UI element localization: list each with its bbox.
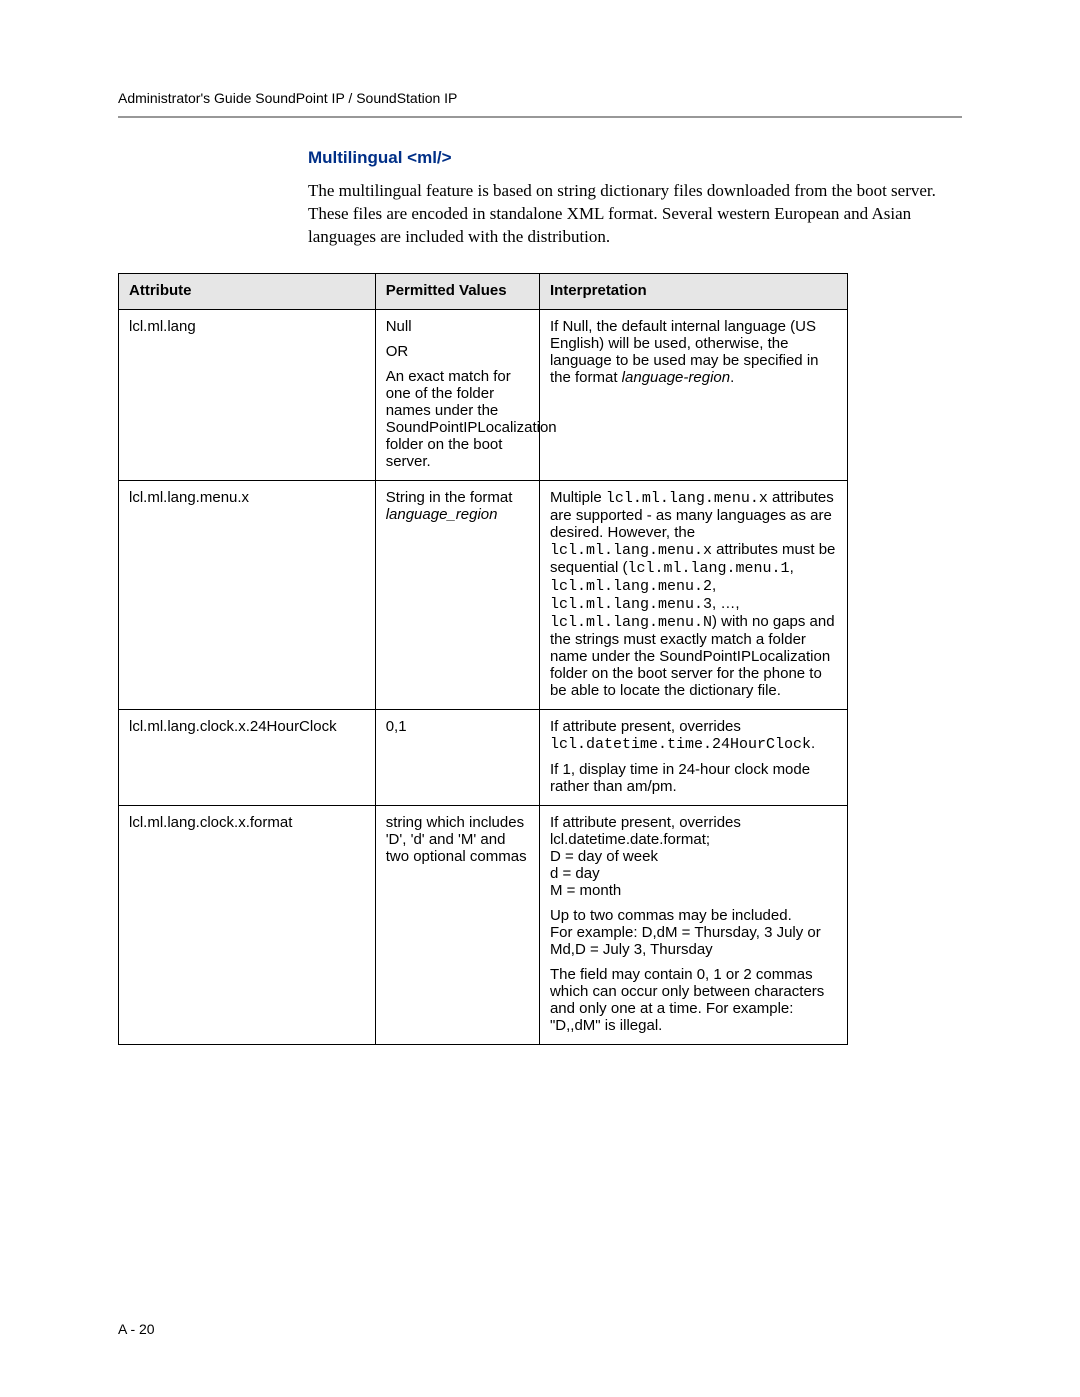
cell-attribute: lcl.ml.lang.clock.x.format — [119, 805, 376, 1044]
cell-permitted: String in the format language_region — [375, 480, 539, 709]
col-header-interpretation: Interpretation — [539, 273, 847, 309]
table-row: lcl.ml.lang Null OR An exact match for o… — [119, 309, 848, 480]
cell-attribute: lcl.ml.lang — [119, 309, 376, 480]
cell-permitted: string which includes 'D', 'd' and 'M' a… — [375, 805, 539, 1044]
cell-permitted: Null OR An exact match for one of the fo… — [375, 309, 539, 480]
table-row: lcl.ml.lang.menu.x String in the format … — [119, 480, 848, 709]
col-header-attribute: Attribute — [119, 273, 376, 309]
cell-attribute: lcl.ml.lang.menu.x — [119, 480, 376, 709]
interp-text: If Null, the default internal language (… — [550, 318, 837, 386]
table-row: lcl.ml.lang.clock.x.24HourClock 0,1 If a… — [119, 709, 848, 805]
interp-text: If attribute present, overrides lcl.date… — [550, 718, 837, 753]
cell-interpretation: If attribute present, overrides lcl.date… — [539, 709, 847, 805]
permitted-line: Null — [386, 318, 529, 335]
running-head: Administrator's Guide SoundPoint IP / So… — [118, 90, 962, 106]
cell-permitted: 0,1 — [375, 709, 539, 805]
permitted-text: String in the format language_region — [386, 489, 529, 523]
interp-text: Up to two commas may be included. For ex… — [550, 907, 837, 958]
cell-interpretation: If attribute present, overrides lcl.date… — [539, 805, 847, 1044]
page: Administrator's Guide SoundPoint IP / So… — [0, 0, 1080, 1397]
permitted-line: OR — [386, 343, 529, 360]
table-header-row: Attribute Permitted Values Interpretatio… — [119, 273, 848, 309]
col-header-permitted: Permitted Values — [375, 273, 539, 309]
interp-text: If attribute present, overrides lcl.date… — [550, 814, 837, 899]
cell-attribute: lcl.ml.lang.clock.x.24HourClock — [119, 709, 376, 805]
interp-text: Multiple lcl.ml.lang.menu.x attributes a… — [550, 489, 837, 699]
interp-text: The field may contain 0, 1 or 2 commas w… — [550, 966, 837, 1034]
cell-interpretation: Multiple lcl.ml.lang.menu.x attributes a… — [539, 480, 847, 709]
section-title: Multilingual <ml/> — [308, 148, 962, 168]
interp-text: If 1, display time in 24-hour clock mode… — [550, 761, 837, 795]
cell-interpretation: If Null, the default internal language (… — [539, 309, 847, 480]
permitted-line: An exact match for one of the folder nam… — [386, 368, 529, 470]
table-row: lcl.ml.lang.clock.x.format string which … — [119, 805, 848, 1044]
attributes-table: Attribute Permitted Values Interpretatio… — [118, 273, 848, 1045]
section-intro: The multilingual feature is based on str… — [308, 180, 962, 249]
page-number: A - 20 — [118, 1321, 155, 1337]
header-rule — [118, 116, 962, 118]
